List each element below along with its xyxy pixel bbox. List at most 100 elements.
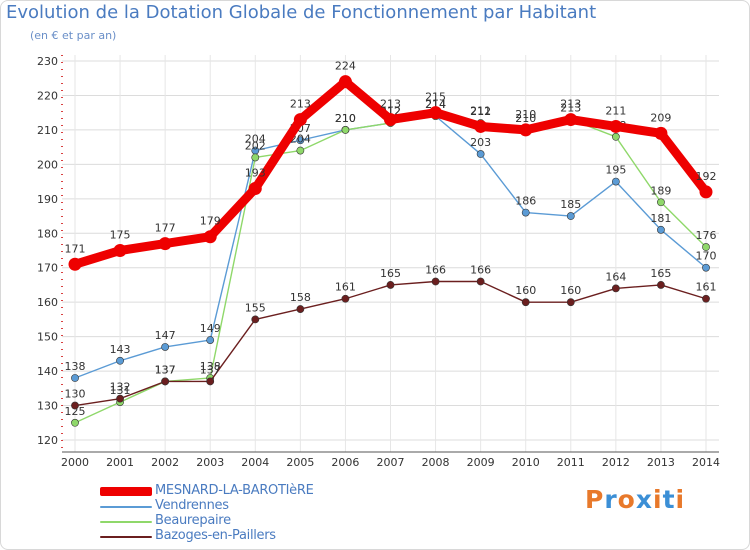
data-label-mesnard-la-baroti-re: 224 [335, 60, 356, 73]
data-label-beaurepaire: 125 [65, 405, 86, 418]
data-label-beaurepaire: 212 [470, 105, 491, 118]
data-label-beaurepaire: 210 [335, 112, 356, 125]
x-tick-label: 2006 [331, 456, 359, 469]
y-tick-label: 150 [37, 331, 58, 344]
logo-letter: i [675, 485, 686, 514]
y-tick-label: 220 [37, 89, 58, 102]
y-tick-label: 170 [37, 262, 58, 275]
data-point-mesnard-la-baroti-re [113, 244, 127, 257]
legend-swatch-bazoges [100, 536, 152, 538]
data-label-bazoges-en-paillers: 130 [65, 388, 86, 401]
y-tick-label: 130 [37, 400, 58, 413]
logo-letter: i [653, 485, 663, 514]
data-label-vendrennes: 149 [200, 322, 221, 335]
data-label-beaurepaire: 210 [515, 112, 536, 125]
data-point-bazoges-en-paillers [296, 305, 305, 313]
data-label-bazoges-en-paillers: 137 [155, 363, 176, 376]
data-label-mesnard-la-baroti-re: 211 [605, 104, 626, 117]
data-label-bazoges-en-paillers: 166 [470, 264, 491, 277]
data-point-vendrennes [611, 177, 620, 186]
data-point-mesnard-la-baroti-re [609, 119, 623, 133]
data-label-vendrennes: 186 [515, 195, 536, 208]
data-label-beaurepaire: 213 [560, 102, 581, 115]
data-label-bazoges-en-paillers: 165 [650, 267, 671, 280]
data-label-beaurepaire: 137 [155, 363, 176, 376]
data-point-vendrennes [116, 356, 124, 365]
data-point-mesnard-la-baroti-re [429, 106, 443, 120]
data-label-beaurepaire: 138 [200, 360, 221, 373]
logo-letter: P [585, 485, 605, 514]
data-point-bazoges-en-paillers [476, 277, 485, 286]
y-tick-label: 210 [37, 124, 58, 137]
data-point-vendrennes [657, 225, 665, 234]
legend-label-bazoges: Bazoges-en-Paillers [155, 528, 276, 543]
data-point-bazoges-en-paillers [386, 281, 395, 289]
x-tick-label: 2001 [106, 456, 134, 469]
data-label-vendrennes: 147 [155, 329, 176, 342]
x-tick-label: 2007 [377, 456, 405, 469]
data-label-mesnard-la-baroti-re: 171 [65, 242, 86, 255]
data-point-bazoges-en-paillers [611, 284, 620, 293]
data-label-bazoges-en-paillers: 164 [605, 270, 626, 283]
x-tick-label: 2000 [61, 456, 89, 469]
data-point-mesnard-la-baroti-re [158, 237, 172, 251]
data-point-vendrennes [521, 208, 530, 217]
data-point-beaurepaire [611, 132, 620, 141]
x-tick-label: 2009 [467, 456, 495, 469]
x-tick-label: 2013 [647, 456, 675, 469]
data-point-mesnard-la-baroti-re [68, 257, 82, 271]
data-label-bazoges-en-paillers: 160 [560, 284, 581, 297]
data-label-mesnard-la-baroti-re: 192 [696, 170, 717, 183]
data-point-mesnard-la-baroti-re [384, 113, 397, 127]
x-tick-label: 2012 [602, 456, 630, 469]
y-tick-label: 180 [37, 227, 58, 240]
data-point-bazoges-en-paillers [116, 394, 124, 403]
data-label-mesnard-la-baroti-re: 213 [290, 98, 311, 111]
data-label-vendrennes: 170 [696, 250, 717, 263]
data-point-beaurepaire [702, 243, 710, 251]
data-point-mesnard-la-baroti-re [293, 113, 307, 127]
data-point-mesnard-la-baroti-re [699, 185, 713, 199]
data-label-mesnard-la-baroti-re: 210 [515, 108, 536, 121]
legend-swatch-beaurepaire [100, 521, 152, 523]
data-label-beaurepaire: 176 [696, 229, 717, 242]
data-point-bazoges-en-paillers [206, 377, 215, 386]
data-point-beaurepaire [341, 126, 350, 134]
data-point-vendrennes [476, 150, 485, 158]
data-point-vendrennes [206, 336, 215, 344]
y-tick-label: 200 [37, 158, 58, 171]
data-point-mesnard-la-baroti-re [338, 75, 352, 89]
data-label-vendrennes: 195 [605, 164, 626, 177]
data-point-bazoges-en-paillers [251, 315, 260, 324]
data-label-vendrennes: 210 [335, 112, 356, 125]
data-point-vendrennes [71, 374, 79, 382]
data-point-mesnard-la-baroti-re [654, 126, 668, 140]
data-point-beaurepaire [657, 198, 665, 207]
data-label-vendrennes: 181 [650, 212, 671, 225]
proxiti-logo: Proxiti [585, 485, 685, 514]
data-point-vendrennes [161, 343, 170, 351]
x-tick-label: 2011 [557, 456, 585, 469]
data-label-mesnard-la-baroti-re: 179 [200, 215, 221, 228]
data-point-beaurepaire [251, 153, 260, 162]
data-label-beaurepaire: 202 [245, 139, 266, 152]
data-label-mesnard-la-baroti-re: 211 [470, 104, 491, 117]
x-tick-label: 2014 [692, 456, 720, 469]
data-point-vendrennes [702, 263, 710, 272]
data-point-bazoges-en-paillers [566, 298, 575, 307]
logo-letter: o [617, 485, 636, 514]
data-label-vendrennes: 185 [560, 198, 581, 211]
data-point-mesnard-la-baroti-re [564, 113, 578, 127]
data-point-mesnard-la-baroti-re [519, 123, 533, 137]
data-point-beaurepaire [296, 146, 305, 155]
data-label-mesnard-la-baroti-re: 213 [380, 98, 401, 111]
data-label-mesnard-la-baroti-re: 209 [650, 111, 671, 124]
chart-subtitle: (en € et par an) [30, 29, 117, 42]
y-tick-label: 230 [37, 55, 58, 68]
y-tick-label: 140 [37, 365, 58, 378]
data-point-beaurepaire [71, 418, 79, 427]
data-point-bazoges-en-paillers [657, 281, 665, 289]
data-point-bazoges-en-paillers [341, 294, 350, 303]
data-label-bazoges-en-paillers: 161 [335, 281, 356, 294]
